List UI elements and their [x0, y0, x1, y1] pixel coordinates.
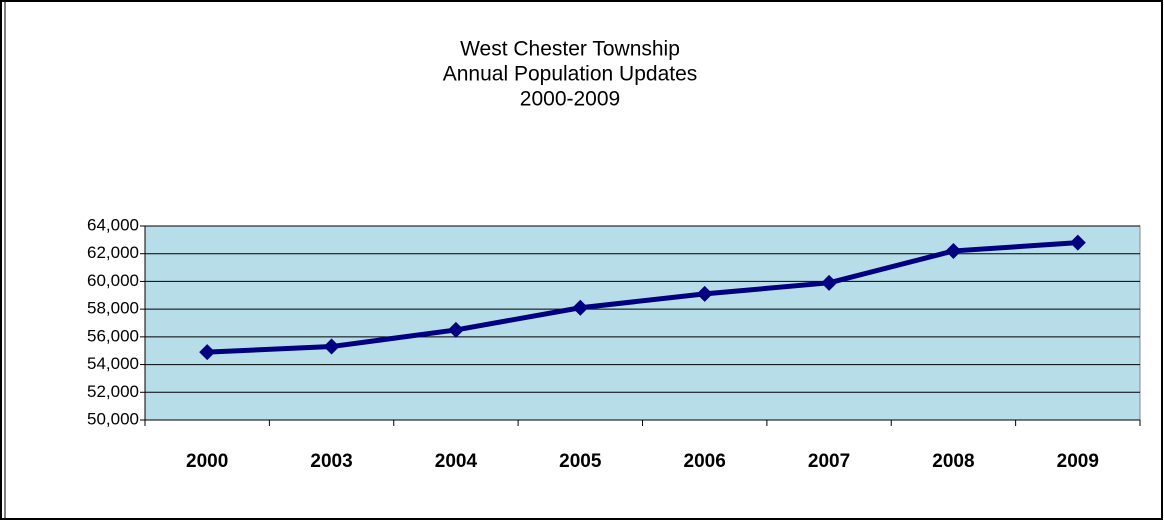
x-tick-label: 2007: [808, 451, 850, 472]
plot-area: [144, 225, 1141, 421]
y-tick-label: 64,000: [87, 215, 139, 234]
y-tick-label: 58,000: [87, 299, 139, 318]
x-tick-label: 2005: [559, 451, 602, 472]
y-tick-label: 60,000: [87, 271, 139, 290]
chart-title: 2000-2009: [520, 88, 620, 111]
y-tick-label: 50,000: [87, 409, 139, 428]
point-marker: [696, 285, 713, 302]
y-tick-label: 62,000: [87, 243, 139, 262]
y-tick-label: 54,000: [87, 354, 139, 373]
point-marker: [572, 299, 589, 316]
point-marker: [1069, 234, 1086, 251]
x-tick-label: 2000: [186, 451, 228, 472]
y-tick-label: 52,000: [87, 382, 139, 401]
point-marker: [447, 321, 464, 338]
point-marker: [945, 242, 962, 259]
series-line: [207, 240, 1078, 355]
point-marker: [323, 338, 340, 355]
y-tick-label: 56,000: [87, 326, 139, 345]
chart-title: West Chester Township: [460, 38, 680, 61]
x-tick-label: 2008: [932, 451, 974, 472]
x-tick-label: 2004: [435, 451, 478, 472]
x-tick-label: 2006: [684, 451, 726, 472]
point-marker: [199, 344, 216, 361]
point-marker: [821, 274, 838, 291]
chart-title: Annual Population Updates: [443, 63, 698, 86]
x-tick-label: 2003: [310, 451, 352, 472]
x-tick-label: 2009: [1057, 451, 1099, 472]
